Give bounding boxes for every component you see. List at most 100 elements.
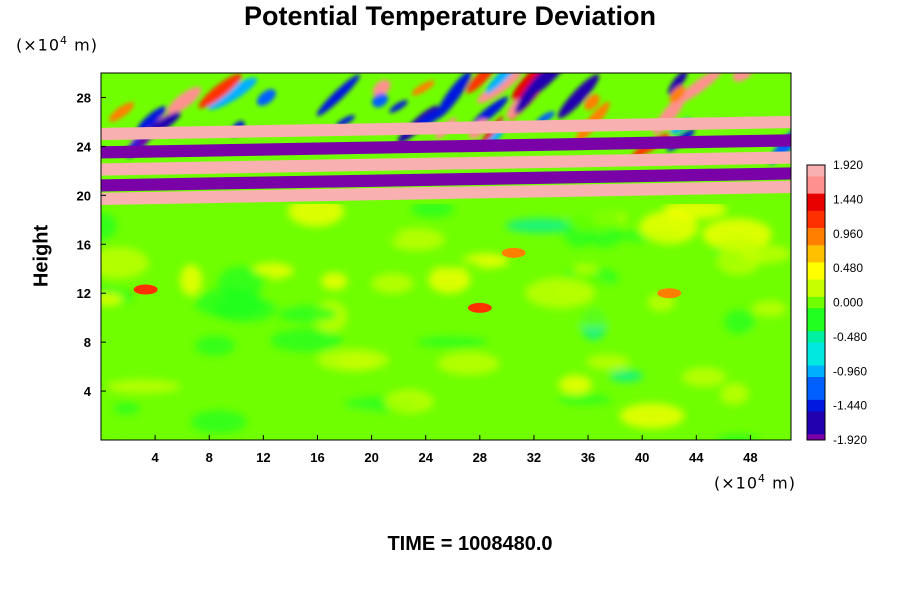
wave-streak <box>477 73 522 104</box>
colorbar-swatch <box>807 296 825 303</box>
y-tick-label: 12 <box>77 286 91 301</box>
wave-streak <box>435 73 472 119</box>
field-eddy <box>707 396 729 429</box>
field-eddy <box>411 200 455 218</box>
x-tick-label: 32 <box>527 450 541 465</box>
chart-title: Potential Temperature Deviation <box>243 1 657 31</box>
field-eddy <box>317 348 390 372</box>
field-eddy <box>739 244 791 264</box>
y-tick-label: 4 <box>84 384 92 399</box>
colorbar-frame <box>806 164 826 441</box>
field-eddy <box>276 305 338 323</box>
colorbar-swatch <box>807 359 825 367</box>
colorbar-swatch <box>807 313 825 321</box>
field-eddy <box>558 375 592 395</box>
colorbar-swatch <box>807 434 825 441</box>
wave-streak <box>372 93 389 108</box>
colorbar-swatch <box>807 268 825 275</box>
field-eddy <box>586 354 630 370</box>
colorbar-swatch <box>807 302 825 309</box>
colorbar-swatch <box>807 411 825 418</box>
colorbar-swatch <box>807 193 825 200</box>
x-tick-label: 28 <box>473 450 487 465</box>
colorbar-tick-label: -1.440 <box>833 399 867 413</box>
wave-streak <box>389 100 408 113</box>
colorbar-tick-label: 1.440 <box>833 192 863 206</box>
colorbar-tick-label: -0.480 <box>833 330 867 344</box>
field-eddy <box>639 210 698 244</box>
field-eddy <box>556 394 612 405</box>
field-eddy <box>270 328 343 353</box>
colorbar-swatch <box>807 182 825 189</box>
field-eddy <box>428 266 471 294</box>
heatmap-plot-area <box>101 73 791 440</box>
x-tick-label: 8 <box>206 450 213 465</box>
colorbar-swatch <box>807 165 825 172</box>
colorbar-swatch <box>807 428 825 435</box>
colorbar-swatch <box>807 176 825 183</box>
colorbar: 1.920 1.440 0.960 0.480 0.000 -0.480 -0.960 -1.… <box>806 158 867 447</box>
x-tick-label: 16 <box>310 450 324 465</box>
warm-spot <box>467 302 492 313</box>
plot-frame <box>100 72 792 441</box>
field-eddy <box>313 408 383 436</box>
colorbar-swatch <box>807 394 825 401</box>
field-eddy <box>101 430 117 440</box>
colorbar-swatch <box>807 228 825 235</box>
colorbar-swatch <box>807 308 825 315</box>
colorbar-swatch <box>807 256 825 263</box>
field-eddy <box>525 277 595 309</box>
colorbar-swatch <box>807 250 825 258</box>
colorbar-tick-label: 1.920 <box>833 158 863 172</box>
wave-streak <box>667 73 688 95</box>
stratospheric-band <box>101 180 791 206</box>
x-tick-label: 4 <box>152 450 160 465</box>
x-tick-label: 48 <box>743 450 757 465</box>
x-axis-ticks: 4 8 12 16 20 24 28 32 36 40 44 48 <box>152 435 758 465</box>
field-eddy <box>195 335 236 356</box>
colorbar-tick-label: 0.960 <box>833 227 863 241</box>
wave-streak <box>108 102 135 122</box>
wave-streak <box>584 94 600 111</box>
y-tick-label: 20 <box>77 188 91 203</box>
wave-streak <box>136 106 167 133</box>
colorbar-tick-label: -1.920 <box>833 433 867 447</box>
colorbar-tick-label: 0.000 <box>833 296 863 310</box>
y-tick-label: 24 <box>77 139 92 154</box>
wave-streak <box>207 77 258 110</box>
colorbar-swatch <box>807 233 825 240</box>
colorbar-swatch <box>807 239 825 246</box>
colorbar-swatch <box>807 273 825 281</box>
field-eddy <box>105 379 181 394</box>
field-eddy <box>113 402 140 415</box>
wave-streak <box>198 73 242 109</box>
field-eddy <box>681 367 727 387</box>
wave-streak <box>411 80 435 96</box>
field-eddy <box>416 336 488 348</box>
wave-streak <box>557 74 600 119</box>
field-eddy <box>572 263 599 276</box>
colorbar-swatch <box>807 210 825 218</box>
field-texture <box>101 195 791 440</box>
wave-streak <box>669 85 686 104</box>
wave-streak <box>484 73 520 95</box>
field-eddy <box>510 399 564 414</box>
colorbar-swatch <box>807 291 825 298</box>
stratospheric-band <box>101 167 791 192</box>
field-eddy <box>723 309 756 334</box>
colorbar-swatch <box>807 222 825 229</box>
colorbar-swatch <box>807 417 825 424</box>
x-tick-label: 36 <box>581 450 595 465</box>
colorbar-swatch <box>807 285 825 292</box>
stratospheric-band <box>101 115 791 141</box>
y-axis-ticks: 4 8 12 16 20 24 28 <box>77 90 106 399</box>
field-eddy <box>195 288 266 318</box>
colorbar-swatch <box>807 170 825 177</box>
colorbar-swatch <box>807 245 825 252</box>
colorbar-swatch <box>807 216 825 223</box>
colorbar-swatch <box>807 365 825 372</box>
field-eddy <box>101 212 117 240</box>
field-eddy <box>619 403 685 429</box>
colorbar-swatch <box>807 319 825 326</box>
colorbar-swatch <box>807 187 825 195</box>
